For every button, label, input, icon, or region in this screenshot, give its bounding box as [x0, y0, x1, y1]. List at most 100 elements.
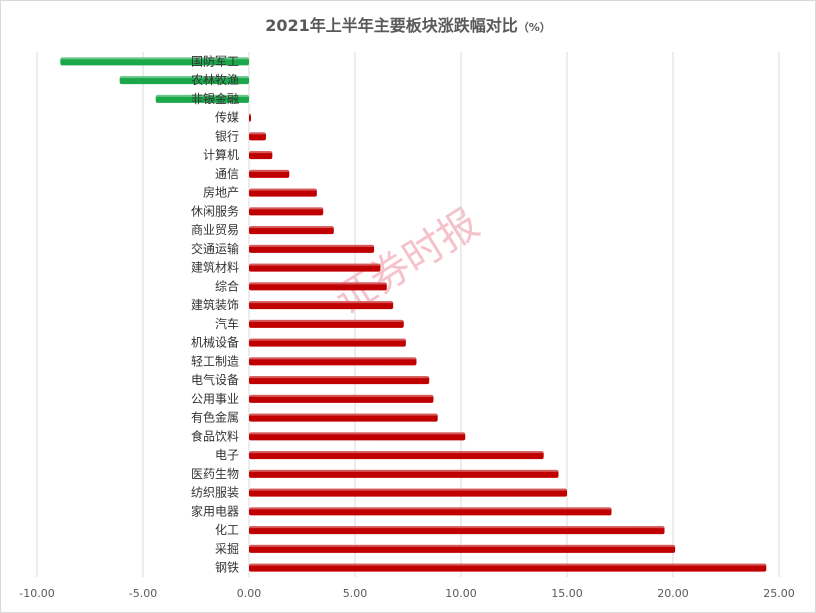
chart-title: 2021年上半年主要板块涨跌幅对比（%） — [0, 12, 816, 36]
category-label: 轻工制造 — [191, 354, 239, 368]
bar-highlight — [155, 94, 249, 97]
category-label: 机械设备 — [191, 335, 239, 350]
x-tick-label: 10.00 — [445, 587, 477, 600]
bar — [249, 282, 387, 291]
category-label: 纺织服装 — [191, 486, 239, 500]
category-label: 房地产 — [203, 185, 239, 200]
bar — [249, 338, 406, 347]
category-label: 商业贸易 — [191, 222, 239, 237]
category-label: 综合 — [215, 278, 239, 293]
category-label: 公用事业 — [191, 392, 239, 406]
bar-highlight — [249, 413, 438, 416]
bar — [249, 432, 466, 441]
bar — [249, 469, 559, 478]
x-tick-label: 20.00 — [657, 587, 689, 600]
category-label: 食品饮料 — [191, 428, 239, 443]
category-label: 非银金融 — [191, 91, 239, 106]
bar — [249, 394, 434, 403]
bar-highlight — [249, 526, 665, 529]
bar — [249, 132, 266, 141]
category-label: 化工 — [215, 523, 239, 537]
bar — [249, 207, 324, 216]
bar-highlight — [249, 507, 612, 510]
bar — [249, 357, 417, 366]
bar-highlight — [249, 451, 544, 454]
title-unit: （%） — [517, 21, 551, 34]
bar-highlight — [249, 132, 266, 135]
bar-highlight — [249, 207, 324, 210]
category-label: 银行 — [215, 129, 239, 143]
bar — [249, 544, 676, 553]
bar-highlight — [119, 76, 250, 79]
bar — [249, 169, 290, 178]
gridlines — [36, 52, 780, 577]
bar-highlight — [249, 151, 273, 154]
bar — [249, 507, 612, 516]
category-label: 有色金属 — [191, 410, 239, 425]
bar — [249, 263, 381, 272]
bar — [249, 451, 544, 460]
bars — [60, 57, 767, 572]
bar — [249, 244, 375, 253]
category-label: 国防军工 — [191, 53, 239, 68]
x-tick-label: -5.00 — [129, 587, 157, 600]
bar-highlight — [249, 244, 375, 247]
bar-highlight — [249, 357, 417, 360]
category-label: 汽车 — [215, 316, 239, 331]
bar-highlight — [249, 169, 290, 172]
category-label: 农林牧渔 — [191, 73, 239, 87]
category-label: 交通运输 — [191, 241, 239, 256]
bar — [249, 226, 334, 235]
category-label: 通信 — [215, 167, 239, 181]
category-label: 医药生物 — [191, 467, 239, 481]
bar — [249, 488, 567, 497]
bar-highlight — [249, 544, 676, 547]
title-text: 2021年上半年主要板块涨跌幅对比 — [265, 16, 518, 35]
category-label: 计算机 — [203, 147, 239, 162]
bar — [249, 188, 317, 197]
category-label: 电气设备 — [191, 372, 239, 387]
category-label: 采掘 — [215, 541, 239, 556]
category-labels: 国防军工农林牧渔非银金融传媒银行计算机通信房地产休闲服务商业贸易交通运输建筑材料… — [191, 53, 239, 574]
bar-highlight — [249, 263, 381, 266]
bar-highlight — [249, 338, 406, 341]
bar — [249, 301, 394, 310]
x-tick-label: 5.00 — [343, 587, 368, 600]
x-tick-label: 0.00 — [237, 587, 262, 600]
bar-highlight — [249, 488, 567, 491]
bar — [155, 94, 249, 103]
bar-highlight — [249, 301, 394, 304]
category-label: 休闲服务 — [191, 203, 239, 218]
category-label: 传媒 — [215, 110, 239, 125]
bar — [249, 113, 251, 122]
bar-highlight — [249, 432, 466, 435]
bar-highlight — [249, 282, 387, 285]
x-tick-labels: -10.00 -5.00 0.00 5.00 10.00 15.00 20.00 25.00 — [19, 587, 794, 600]
bar — [249, 319, 404, 328]
bar — [249, 151, 273, 160]
bar — [249, 526, 665, 535]
bar-highlight — [249, 226, 334, 229]
bar-highlight — [249, 563, 767, 566]
bar-highlight — [249, 376, 430, 379]
bar — [249, 563, 767, 572]
category-label: 建筑材料 — [191, 260, 239, 275]
x-tick-label: 25.00 — [763, 587, 795, 600]
category-label: 钢铁 — [215, 561, 239, 575]
category-label: 电子 — [215, 448, 239, 462]
category-label: 建筑装饰 — [191, 297, 239, 312]
x-tick-label: -10.00 — [19, 587, 54, 600]
x-tick-label: 15.00 — [551, 587, 583, 600]
bar-highlight — [249, 188, 317, 191]
bar-highlight — [249, 469, 559, 472]
bar — [249, 413, 438, 422]
bar — [119, 76, 250, 85]
bar-highlight — [60, 57, 249, 60]
bar — [60, 57, 249, 66]
bar-highlight — [249, 113, 251, 116]
bar — [249, 376, 430, 385]
bar-highlight — [249, 394, 434, 397]
category-label: 家用电器 — [191, 503, 239, 518]
bar-highlight — [249, 319, 404, 322]
